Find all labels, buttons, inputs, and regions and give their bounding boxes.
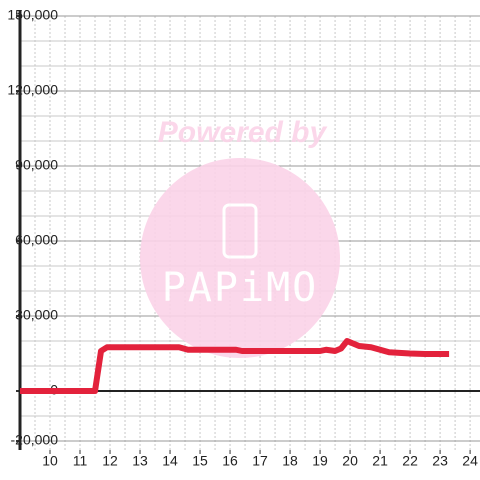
x-tick-label: 21 [372, 453, 388, 469]
watermark-logo: PAPiMO [162, 265, 319, 311]
x-tick-label: 22 [402, 453, 418, 469]
y-tick-label: 120,000 [7, 82, 58, 98]
x-tick-label: 20 [342, 453, 358, 469]
x-tick-label: 11 [73, 453, 88, 469]
x-tick-label: 17 [252, 453, 268, 469]
grid [19, 15, 480, 450]
y-tick-label: 150,000 [7, 7, 58, 23]
x-tick-label: 13 [132, 453, 148, 469]
x-tick-label: 15 [192, 453, 208, 469]
x-tick-label: 24 [462, 453, 478, 469]
y-tick-label: 90,000 [15, 157, 58, 173]
x-tick-label: 16 [222, 453, 238, 469]
y-tick-label: -20,000 [11, 432, 59, 448]
watermark: Powered by PAPiMO [140, 116, 340, 358]
y-tick-label: 60,000 [15, 232, 58, 248]
x-tick-label: 10 [42, 453, 58, 469]
x-tick-label: 12 [102, 453, 118, 469]
line-series [20, 338, 450, 394]
x-tick-label: 23 [432, 453, 448, 469]
watermark-text: Powered by [158, 116, 328, 149]
x-tick-label: 14 [162, 453, 178, 469]
plot: -20,000030,00060,00090,000120,000150,000… [7, 7, 480, 469]
y-tick-label: 30,000 [15, 307, 58, 323]
x-tick-label: 18 [282, 453, 298, 469]
x-tick-label: 19 [312, 453, 328, 469]
watermark-phone [222, 203, 258, 259]
